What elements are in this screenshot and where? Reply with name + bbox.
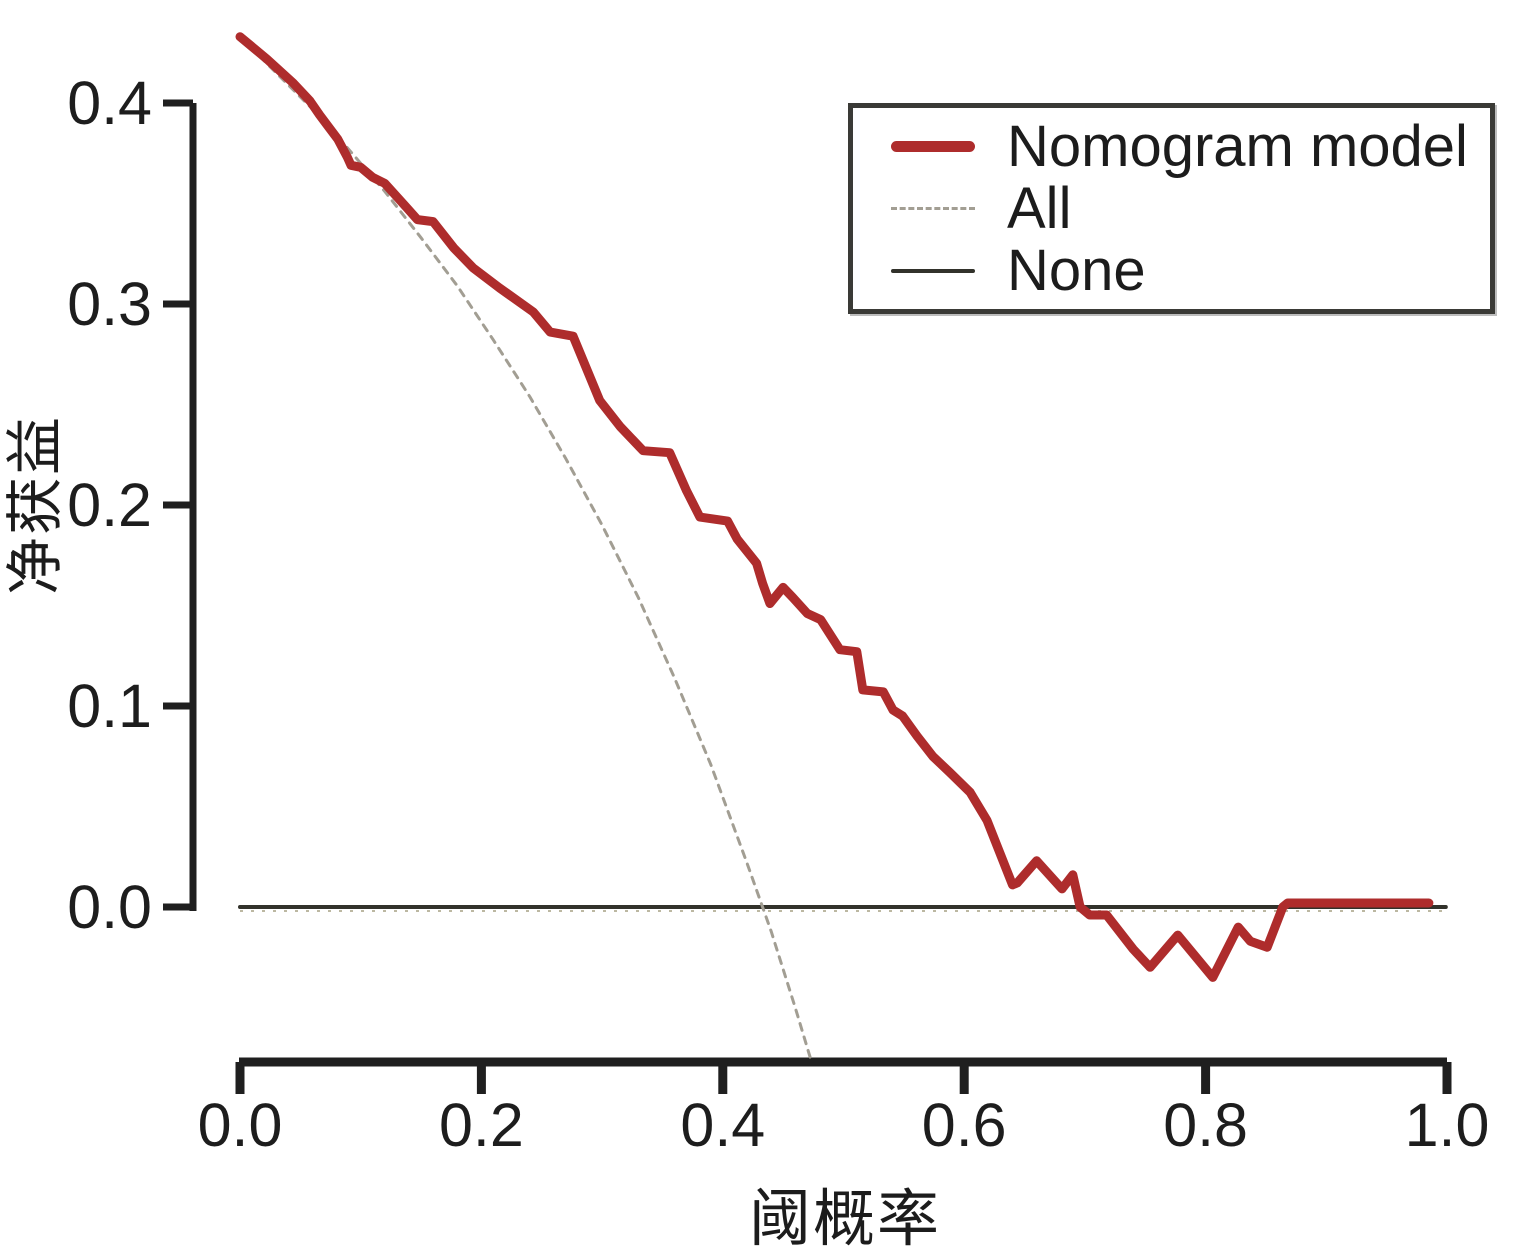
x-tick-label: 0.8 (1163, 1091, 1248, 1159)
none-line-swatch-icon (891, 268, 975, 273)
y-tick-label: 0.3 (67, 270, 152, 338)
legend: Nomogram model All None (848, 103, 1495, 314)
y-axis-label: 净获益 (3, 414, 68, 596)
legend-item-none: None (891, 237, 1490, 303)
x-tick-label: 1.0 (1405, 1091, 1490, 1159)
x-tick-label: 0.0 (198, 1091, 283, 1159)
x-tick-label: 0.6 (922, 1091, 1007, 1159)
legend-item-all: All (891, 175, 1490, 241)
legend-item-nomogram-model: Nomogram model (891, 113, 1490, 179)
x-tick-label: 0.2 (439, 1091, 524, 1159)
line-nomogram-model (235, 32, 1434, 982)
y-tick-label: 0.2 (67, 471, 152, 539)
nomogram-model-line-swatch-icon (891, 141, 975, 152)
x-tick-label: 0.4 (680, 1091, 765, 1159)
legend-label-nomogram-model: Nomogram model (1007, 113, 1468, 179)
legend-label-none: None (1007, 237, 1146, 303)
x-axis-label: 阈概率 (748, 1185, 942, 1253)
all-line-swatch-icon (891, 207, 975, 210)
legend-label-all: All (1007, 175, 1072, 241)
y-tick-label: 0.0 (67, 873, 152, 941)
y-tick-label: 0.4 (67, 69, 152, 137)
y-tick-label: 0.1 (67, 672, 152, 740)
